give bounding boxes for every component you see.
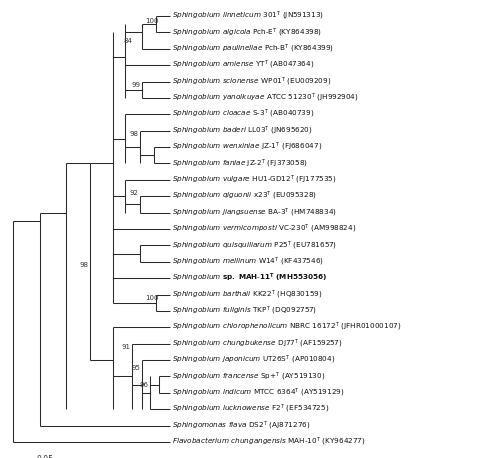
Text: 98: 98 bbox=[130, 131, 138, 137]
Text: 92: 92 bbox=[130, 190, 138, 196]
Text: $\it{Sphingobium\ chlorophenolicum}$ NBRC 16172$^\mathrm{T}$ (JFHR01000107): $\it{Sphingobium\ chlorophenolicum}$ NBR… bbox=[172, 321, 402, 333]
Text: $\it{Sphingobium\ japonicum}$ UT26S$^\mathrm{T}$ (AP010804): $\it{Sphingobium\ japonicum}$ UT26S$^\ma… bbox=[172, 354, 336, 366]
Text: 96: 96 bbox=[140, 382, 149, 387]
Text: $\it{Flavobacterium\ chungangensis}$ MAH-10$^\mathrm{T}$ (KY964277): $\it{Flavobacterium\ chungangensis}$ MAH… bbox=[172, 436, 366, 448]
Text: $\it{Sphingobium\ quisquiliarum}$ P25$^\mathrm{T}$ (EU781657): $\it{Sphingobium\ quisquiliarum}$ P25$^\… bbox=[172, 239, 337, 251]
Text: $\it{Sphingobium\ algicola}$ Pch-E$^\mathrm{T}$ (KY864398): $\it{Sphingobium\ algicola}$ Pch-E$^\mat… bbox=[172, 26, 322, 38]
Text: 0.05: 0.05 bbox=[36, 455, 54, 458]
Text: $\it{Sphingobium\ linneticum}$ 301$^\mathrm{T}$ (JN591313): $\it{Sphingobium\ linneticum}$ 301$^\mat… bbox=[172, 10, 324, 22]
Text: $\it{Sphingobium\ vermicomposti}$ VC-230$^\mathrm{T}$ (AM998824): $\it{Sphingobium\ vermicomposti}$ VC-230… bbox=[172, 223, 356, 235]
Text: $\it{Sphingobium\ faniae}$ JZ-2$^\mathrm{T}$ (FJ373058): $\it{Sphingobium\ faniae}$ JZ-2$^\mathrm… bbox=[172, 158, 308, 169]
Text: $\it{Sphingobium\ amiense}$ YT$^\mathrm{T}$ (AB047364): $\it{Sphingobium\ amiense}$ YT$^\mathrm{… bbox=[172, 59, 314, 71]
Text: $\it{Sphingobium\ barthaii}$ KK22$^\mathrm{T}$ (HQ830159): $\it{Sphingobium\ barthaii}$ KK22$^\math… bbox=[172, 289, 322, 300]
Text: 100: 100 bbox=[146, 18, 159, 24]
Text: 100: 100 bbox=[146, 295, 159, 301]
Text: 95: 95 bbox=[131, 365, 140, 371]
Text: $\it{Sphingobium\ wenxiniae}$ JZ-1$^\mathrm{T}$ (FJ686047): $\it{Sphingobium\ wenxiniae}$ JZ-1$^\mat… bbox=[172, 141, 322, 153]
Text: $\it{Sphingobium\ jiangsuense}$ BA-3$^\mathrm{T}$ (HM748834): $\it{Sphingobium\ jiangsuense}$ BA-3$^\m… bbox=[172, 207, 337, 219]
Text: $\it{Sphingobium\ lucknowense}$ F2$^\mathrm{T}$ (EF534725): $\it{Sphingobium\ lucknowense}$ F2$^\mat… bbox=[172, 403, 330, 415]
Text: $\it{Sphingobium\ mellinum}$ W14$^\mathrm{T}$ (KF437546): $\it{Sphingobium\ mellinum}$ W14$^\mathr… bbox=[172, 256, 324, 268]
Text: $\mathbf{\it{Sphingobium}}$ $\mathbf{sp.\ MAH\text{-}11}^\mathbf{T}$ $\mathbf{(M: $\mathbf{\it{Sphingobium}}$ $\mathbf{sp.… bbox=[172, 272, 328, 284]
Text: $\it{Sphingobium\ scionense}$ WP01$^\mathrm{T}$ (EU009209): $\it{Sphingobium\ scionense}$ WP01$^\mat… bbox=[172, 76, 332, 88]
Text: $\it{Sphingobium\ paulinellae}$ Pch-B$^\mathrm{T}$ (KY864399): $\it{Sphingobium\ paulinellae}$ Pch-B$^\… bbox=[172, 43, 334, 55]
Text: 98: 98 bbox=[80, 262, 88, 268]
Text: $\it{Sphingobium\ indicum}$ MTCC 6364$^\mathrm{T}$ (AY519129): $\it{Sphingobium\ indicum}$ MTCC 6364$^\… bbox=[172, 387, 344, 399]
Text: $\it{Sphingobium\ yanoikuyae}$ ATCC 51230$^\mathrm{T}$ (JH992904): $\it{Sphingobium\ yanoikuyae}$ ATCC 5123… bbox=[172, 92, 359, 104]
Text: 84: 84 bbox=[124, 38, 133, 44]
Text: 91: 91 bbox=[122, 344, 130, 350]
Text: $\it{Sphingobium\ qiguonii}$ x23$^\mathrm{T}$ (EU095328): $\it{Sphingobium\ qiguonii}$ x23$^\mathr… bbox=[172, 190, 317, 202]
Text: $\it{Sphingobium\ chungbukense}$ DJ77$^\mathrm{T}$ (AF159257): $\it{Sphingobium\ chungbukense}$ DJ77$^\… bbox=[172, 338, 343, 350]
Text: $\it{Sphingomonas\ flava}$ DS2$^\mathrm{T}$ (AJ871276): $\it{Sphingomonas\ flava}$ DS2$^\mathrm{… bbox=[172, 420, 310, 432]
Text: $\it{Sphingobium\ francense}$ Sp+$^\mathrm{T}$ (AY519130): $\it{Sphingobium\ francense}$ Sp+$^\math… bbox=[172, 370, 326, 382]
Text: $\it{Sphingobium\ baderi}$ LL03$^\mathrm{T}$ (JN695620): $\it{Sphingobium\ baderi}$ LL03$^\mathrm… bbox=[172, 125, 313, 137]
Text: 99: 99 bbox=[132, 82, 141, 88]
Text: $\it{Sphingobium\ vulgare}$ HU1-GD12$^\mathrm{T}$ (FJ177535): $\it{Sphingobium\ vulgare}$ HU1-GD12$^\m… bbox=[172, 174, 337, 186]
Text: $\it{Sphingobium\ fuliginis}$ TKP$^\mathrm{T}$ (DQ092757): $\it{Sphingobium\ fuliginis}$ TKP$^\math… bbox=[172, 305, 317, 317]
Text: $\it{Sphingobium\ cloacae}$ S-3$^\mathrm{T}$ (AB040739): $\it{Sphingobium\ cloacae}$ S-3$^\mathrm… bbox=[172, 108, 314, 120]
